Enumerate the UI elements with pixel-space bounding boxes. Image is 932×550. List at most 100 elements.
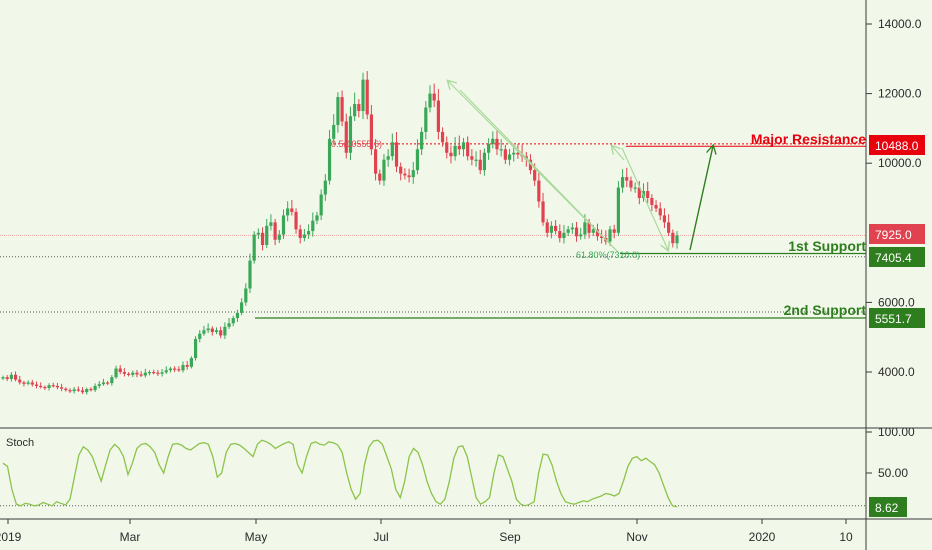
candle <box>286 201 290 222</box>
candle-body <box>365 79 369 115</box>
candle <box>147 370 152 376</box>
candle <box>126 372 131 377</box>
candle-body <box>671 232 675 244</box>
candle <box>671 229 675 248</box>
candle <box>424 101 428 140</box>
candle-body <box>118 368 122 372</box>
candle-body <box>269 222 273 226</box>
candle <box>22 380 26 387</box>
candle-body <box>667 222 671 233</box>
candle <box>658 202 662 221</box>
candle-body <box>323 180 327 195</box>
candle <box>399 162 403 181</box>
candle-body <box>466 142 470 157</box>
candle <box>189 356 193 369</box>
candle <box>553 220 558 235</box>
candle <box>667 214 671 237</box>
candle-body <box>126 373 131 375</box>
candle-body <box>353 104 357 117</box>
candle <box>637 181 641 205</box>
candle-body <box>34 384 39 386</box>
candle-body <box>315 215 319 221</box>
candle <box>51 382 55 388</box>
candle <box>386 149 390 167</box>
candle-body <box>219 330 223 336</box>
candle-body <box>340 97 344 122</box>
candle <box>160 369 164 377</box>
candle <box>507 148 512 166</box>
candle-body <box>533 170 537 181</box>
candle-body <box>595 229 600 237</box>
candle <box>294 208 298 234</box>
candle <box>110 375 114 386</box>
candle <box>570 223 574 234</box>
candle <box>620 169 625 193</box>
candle <box>411 161 415 184</box>
candle <box>1 375 5 381</box>
candle-body <box>474 159 478 161</box>
candle-body <box>26 382 30 384</box>
candle-body <box>390 142 394 157</box>
time-tick-label: 2019 <box>0 530 22 544</box>
candle <box>549 221 554 239</box>
candle <box>118 365 122 375</box>
candle-body <box>415 149 420 171</box>
candle <box>248 253 252 293</box>
candle <box>478 149 482 175</box>
candle-body <box>650 198 654 205</box>
svg-text:7405.4: 7405.4 <box>875 251 912 265</box>
candle-body <box>193 338 198 359</box>
candle-body <box>30 382 34 385</box>
candle <box>373 139 378 181</box>
candle-body <box>457 145 461 150</box>
current-price-badge: 7925.0 <box>869 224 925 244</box>
candle-body <box>210 328 214 332</box>
candle <box>457 135 461 156</box>
candle <box>650 194 654 212</box>
stoch-tick-label: 50.00 <box>878 466 908 480</box>
candle <box>474 151 478 167</box>
candle <box>39 382 43 389</box>
candle <box>319 189 323 221</box>
fib-618-label: 61.80%(7310.0) <box>576 250 640 260</box>
candle-body <box>420 131 424 150</box>
second-support-price-badge: 5551.7 <box>869 308 925 328</box>
candle <box>106 380 110 386</box>
candle-body <box>198 333 202 339</box>
candle <box>185 360 189 370</box>
fib-extension-arrow-down <box>621 147 668 250</box>
candle-body <box>281 215 286 235</box>
candle-body <box>336 97 340 125</box>
candle <box>566 225 570 237</box>
candle <box>348 106 353 160</box>
candle <box>93 383 97 393</box>
candle-body <box>181 365 185 371</box>
candle-body <box>478 159 482 171</box>
candle-body <box>470 156 474 160</box>
candle-body <box>214 330 219 332</box>
resistance-price-badge: 10488.0 <box>869 135 925 155</box>
price-tick-label: 4000.0 <box>878 365 915 379</box>
candle-body <box>114 368 118 378</box>
candle-body <box>160 372 164 374</box>
candle-body <box>633 187 637 189</box>
candle <box>223 322 227 339</box>
candle <box>290 199 294 216</box>
candle-body <box>260 232 265 245</box>
candle-body <box>223 326 227 336</box>
candle-body <box>432 93 436 101</box>
candle <box>43 385 47 390</box>
candle-body <box>93 385 97 391</box>
price-tick-label: 14000.0 <box>878 17 922 31</box>
candle-body <box>549 225 554 233</box>
candle <box>227 318 231 329</box>
candle-body <box>51 385 55 387</box>
candle-body <box>541 201 545 223</box>
candle <box>273 218 277 246</box>
level-lines <box>0 143 866 319</box>
candle <box>562 225 566 244</box>
candle <box>202 325 206 336</box>
first-support-label: 1st Support <box>788 238 866 254</box>
candle-body <box>227 323 231 327</box>
candle-body <box>348 116 353 153</box>
